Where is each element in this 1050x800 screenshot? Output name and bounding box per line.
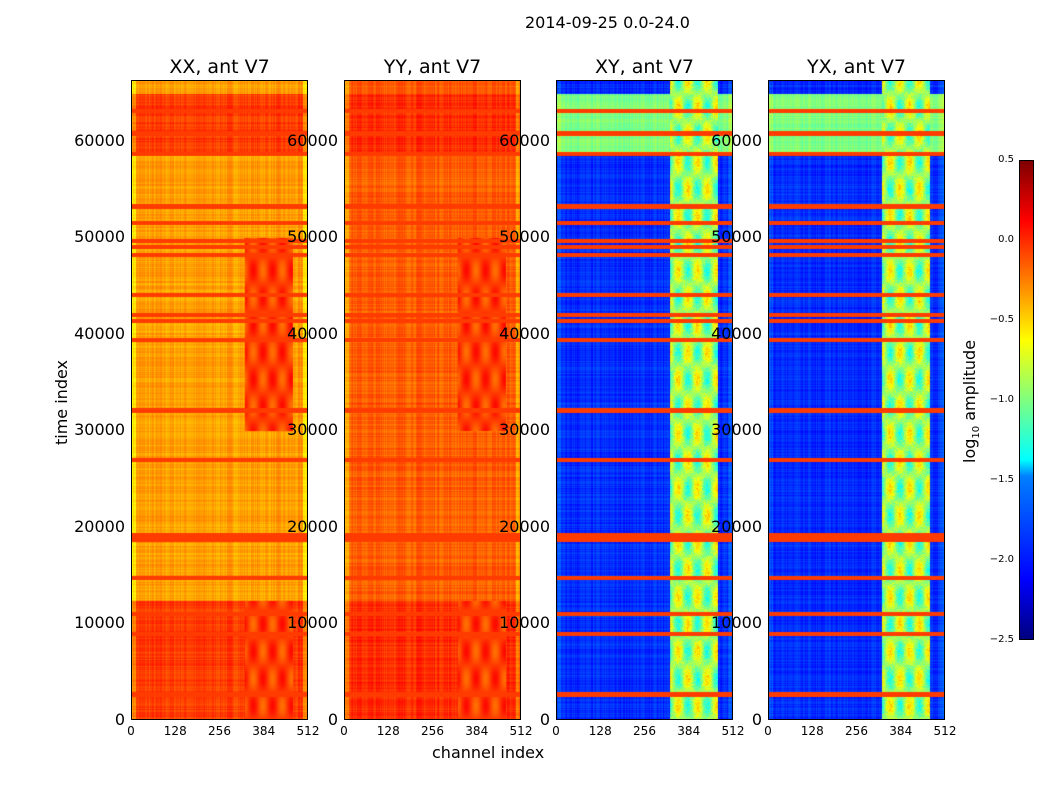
y-tick-label: 20000 [499,516,550,536]
colorbar [1019,160,1034,640]
y-tick-label: 50000 [74,227,125,247]
colorbar-label-main: log [960,438,979,463]
y-tick-label: 10000 [287,613,338,633]
x-tick-label: 0 [340,724,348,738]
x-tick-label: 256 [845,724,868,738]
colorbar-tick-label: −2.5 [989,634,1014,645]
figure-title: 2014-09-25 0.0-24.0 [525,13,690,32]
colorbar-tick-label: −0.5 [989,314,1014,325]
heatmap-cells [557,81,732,719]
y-tick-label: 20000 [711,516,762,536]
y-tick-label: 60000 [74,130,125,150]
x-tick-label: 512 [296,724,320,738]
y-tick-label: 10000 [74,613,125,633]
y-tick-label: 30000 [74,420,125,440]
x-tick-label: 0 [127,724,135,738]
x-tick-label: 0 [552,724,560,738]
y-tick-label: 20000 [74,516,125,536]
colorbar-tick-label: −1.0 [989,394,1014,405]
y-tick-label: 0 [327,710,338,729]
y-tick-label: 0 [539,710,550,729]
y-tick-label: 60000 [711,130,762,150]
x-tick-label: 256 [208,724,231,738]
x-tick-label: 128 [376,724,400,738]
panel-title-0: XX, ant V7 [169,56,270,78]
x-tick-label: 384 [889,724,913,738]
y-tick-label: 60000 [499,130,550,150]
x-tick-label: 512 [933,724,957,738]
x-tick-label: 128 [800,724,824,738]
x-tick-label: 384 [677,724,701,738]
heatmap-cells [769,81,944,719]
panel-title-1: YY, ant V7 [383,56,482,78]
y-tick-label: 40000 [74,323,125,343]
x-tick-label: 384 [465,724,489,738]
y-tick-label: 60000 [287,130,338,150]
heatmap-panel-1 [344,80,521,720]
colorbar-tick-label: 0.0 [998,234,1014,245]
y-tick-label: 30000 [499,420,550,440]
y-tick-label: 30000 [711,420,762,440]
y-tick-label: 40000 [711,323,762,343]
heatmap-panel-0 [131,80,308,720]
heatmap-panel-3 [768,80,945,720]
y-tick-label: 30000 [287,420,338,440]
y-tick-label: 40000 [287,323,338,343]
y-tick-label: 0 [751,710,762,729]
heatmap-panel-2 [556,80,733,720]
x-tick-label: 128 [163,724,187,738]
y-tick-label: 10000 [711,613,762,633]
colorbar-tick-label: −1.5 [989,474,1014,485]
panel-title-3: YX, ant V7 [807,56,906,78]
y-tick-label: 20000 [287,516,338,536]
x-tick-label: 512 [509,724,533,738]
x-tick-label: 256 [633,724,656,738]
colorbar-tick-label: −2.0 [989,554,1014,565]
x-tick-label: 0 [764,724,772,738]
y-tick-label: 50000 [287,227,338,247]
colorbar-label-rest: amplitude [960,339,979,426]
x-tick-label: 384 [252,724,276,738]
colorbar-label-sub: 10 [971,425,983,439]
x-tick-label: 256 [421,724,444,738]
x-tick-label: 128 [588,724,612,738]
panel-title-2: XY, ant V7 [595,56,694,78]
heatmap-cells [345,81,520,719]
y-tick-label: 0 [114,710,125,729]
y-tick-label: 40000 [499,323,550,343]
x-axis-label: channel index [432,743,545,762]
y-tick-label: 50000 [711,227,762,247]
y-tick-label: 50000 [499,227,550,247]
heatmap-cells [132,81,307,719]
x-tick-label: 512 [721,724,745,738]
colorbar-tick-label: 0.5 [998,154,1014,165]
y-tick-label: 10000 [499,613,550,633]
